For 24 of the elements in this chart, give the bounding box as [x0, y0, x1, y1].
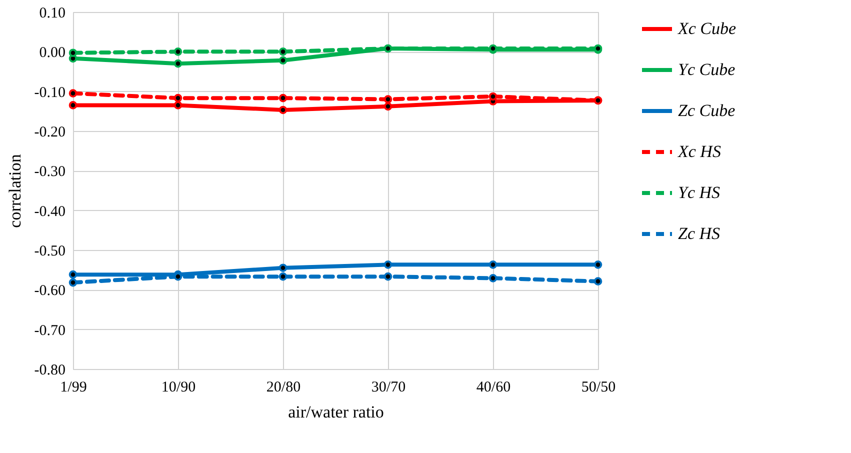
- y-tick-label: 0.10: [39, 6, 66, 22]
- y-tick-label: -0.70: [34, 322, 66, 339]
- y-tick-label: -0.10: [34, 84, 66, 101]
- y-tick-label: -0.60: [34, 283, 66, 300]
- x-tick-label: 30/70: [371, 380, 406, 396]
- legend-label: Yc Cube: [678, 60, 736, 79]
- y-tick-label: -0.20: [34, 124, 66, 140]
- x-tick-label: 20/80: [266, 380, 301, 396]
- y-tick-label: -0.80: [34, 362, 66, 378]
- y-axis-title: correlation: [5, 154, 24, 228]
- legend-label: Zc Cube: [678, 101, 736, 120]
- legend-label: Xc HS: [677, 142, 722, 161]
- y-tick-label: -0.40: [34, 204, 66, 220]
- y-tick-label: 0.00: [39, 45, 66, 62]
- x-tick-label: 1/99: [60, 380, 87, 396]
- legend-label: Yc HS: [678, 183, 721, 202]
- legend-label: Zc HS: [678, 224, 721, 243]
- y-tick-label: -0.50: [34, 244, 66, 260]
- x-axis-title: air/water ratio: [288, 402, 384, 422]
- legend-label: Xc Cube: [677, 19, 737, 38]
- x-tick-label: 40/60: [476, 380, 511, 396]
- y-tick-label: -0.30: [34, 164, 66, 180]
- x-tick-label: 10/90: [161, 380, 196, 396]
- x-tick-label: 50/50: [581, 380, 616, 396]
